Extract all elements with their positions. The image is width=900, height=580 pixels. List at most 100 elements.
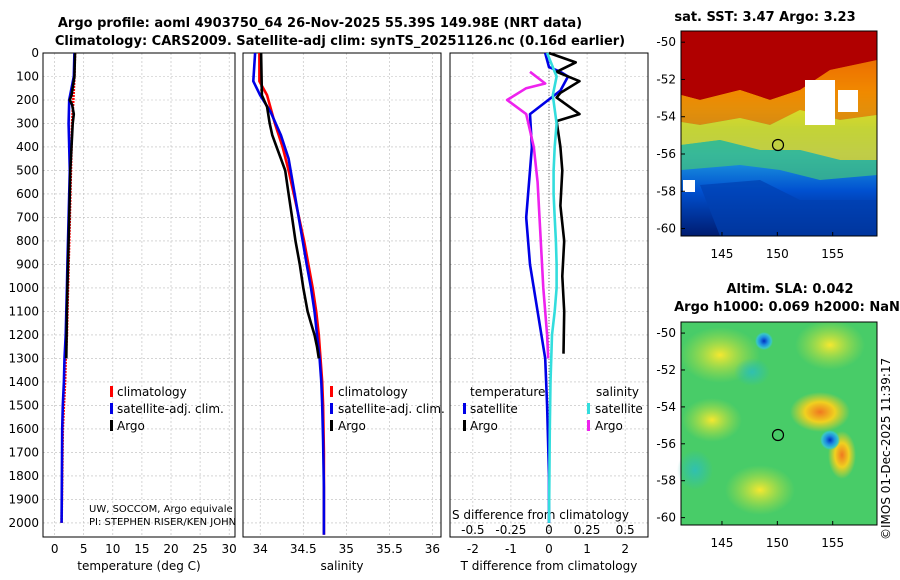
figure-title-line1: Argo profile: aoml 4903750_64 26-Nov-202… [58,16,582,31]
y-tick-label: 600 [16,187,39,201]
sla-map-title-line2: Argo h1000: 0.069 h2000: NaN [674,300,900,315]
sst-map-title: sat. SST: 3.47 Argo: 3.23 [674,10,855,25]
imos-stamp: ©IMOS 01-Dec-2025 11:39:17 [879,358,893,540]
series-line-salinity-argo [505,70,550,359]
map-y-tick-label: -54 [656,110,676,124]
legend-label-satellite: satellite-adj. clim. [338,402,445,416]
x-tick-label: 15 [134,542,149,556]
map-y-tick-label: -52 [656,363,676,377]
legend-swatch-temp-argo [463,420,466,431]
sla-map: Altim. SLA: 0.042 Argo h1000: 0.069 h200… [656,282,899,550]
series-line-salinity-satellite [545,52,558,523]
legend-label-argo: Argo [338,419,366,433]
legend-swatch-argo [330,420,333,431]
sst-green-band [681,140,877,180]
y-tick-label: 900 [16,257,39,271]
map-x-tick-label: 150 [766,247,789,261]
legend-swatch-sal-satellite [587,403,590,414]
series-line-argo [65,52,77,359]
legend-header-salinity: salinity [596,385,639,399]
y-tick-label: 400 [16,140,39,154]
y-tick-label: 300 [16,116,39,130]
legend-label-argo: Argo [117,419,145,433]
map-y-tick-label: -60 [656,511,676,525]
x-tick-label: 20 [163,542,178,556]
sla-eddy-low [755,332,773,350]
sst-missing-data [683,180,695,192]
legend-swatch-climatology [110,386,113,397]
s-tick-label: 0.25 [574,523,601,537]
map-y-tick-label: -56 [656,437,676,451]
sst-map-frame [680,30,878,237]
difference-panel: -2 -1 0 1 2 T difference from climatology S di… [449,51,649,573]
sla-negative-anomaly [677,450,713,490]
legend-swatch-climatology [330,386,333,397]
x-tick-label: 0 [51,542,59,556]
panel-frame [42,52,236,538]
x-tick-label: 5 [80,542,88,556]
sla-map-frame [680,321,878,526]
x-axis-label: T difference from climatology [460,559,638,573]
sla-eddy-low [820,430,840,450]
y-tick-label: 1900 [8,492,39,506]
legend-swatch-argo [110,420,113,431]
map-y-tick-label: -54 [656,400,676,414]
legend-label-sal-satellite: satellite [595,402,643,416]
sla-positive-anomaly [790,392,850,432]
s-tick-label: -0.25 [495,523,526,537]
x-tick-label: -1 [505,542,517,556]
x-tick-label: 35.5 [376,542,403,556]
y-tick-label: 1000 [8,281,39,295]
temperature-legend: climatology satellite-adj. clim. Argo [110,385,224,433]
map-y-tick-label: -50 [656,326,676,340]
legend-label-sal-argo: Argo [595,419,623,433]
legend-label-climatology: climatology [338,385,408,399]
series-line-argo [259,52,321,359]
y-tick-label: 1400 [8,375,39,389]
map-y-tick-label: -56 [656,147,676,161]
x-tick-label: 30 [222,542,237,556]
figure-title-line2: Climatology: CARS2009. Satellite-adj cli… [55,34,625,49]
y-tick-label: 1500 [8,398,39,412]
map-y-tick-label: -60 [656,222,676,236]
panel-frame [242,52,442,538]
legend-swatch-satellite [330,403,333,414]
y-tick-label: 200 [16,93,39,107]
legend-swatch-satellite [110,403,113,414]
y-tick-label: 1300 [8,351,39,365]
y-tick-label: 1600 [8,422,39,436]
x-tick-label: 34 [253,542,268,556]
salinity-panel: 34 34.5 35 35.5 36 salinity [242,52,442,573]
y-tick-label: 700 [16,210,39,224]
y-tick-label: 1200 [8,328,39,342]
y-tick-label: 0 [31,46,39,60]
difference-legend: temperature salinity satellite Argo sate… [463,385,643,433]
x-tick-label: 10 [105,542,120,556]
x-tick-label: 0 [545,542,553,556]
legend-swatch-temp-satellite [463,403,466,414]
map-x-tick-label: 155 [821,536,844,550]
map-x-tick-label: 145 [711,536,734,550]
sst-warm-region [681,31,877,100]
sla-positive-anomaly [795,320,865,370]
top-axis-label: S difference from climatology [452,508,629,522]
legend-label-satellite: satellite-adj. clim. [117,402,224,416]
sla-negative-anomaly [734,358,770,386]
legend-label-temp-argo: Argo [470,419,498,433]
y-tick-label: 1800 [8,469,39,483]
salinity-legend: climatology satellite-adj. clim. Argo [330,385,445,433]
x-axis-label: salinity [320,559,363,573]
credit-line2: PI: STEPHEN RISER/KEN JOHN [89,517,236,528]
sst-cold-region [700,180,877,236]
sla-positive-anomaly [682,398,742,442]
s-tick-label: 0.5 [616,523,635,537]
x-tick-label: 1 [583,542,591,556]
x-tick-label: 36 [425,542,440,556]
x-tick-label: 34.5 [290,542,317,556]
x-axis-label: temperature (deg C) [77,559,200,573]
x-tick-label: 2 [621,542,629,556]
sla-positive-anomaly [725,465,795,515]
map-x-tick-label: 145 [711,247,734,261]
legend-label-climatology: climatology [117,385,187,399]
